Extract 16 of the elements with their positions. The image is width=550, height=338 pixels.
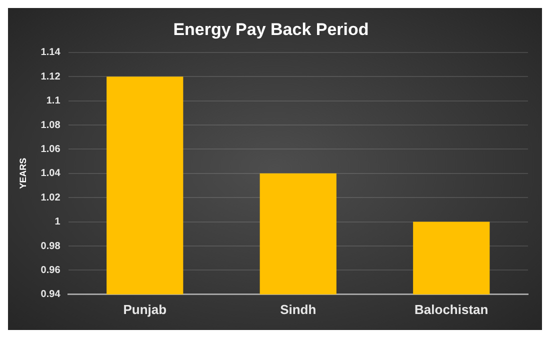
- chart-title: Energy Pay Back Period: [173, 20, 369, 39]
- x-tick-label: Punjab: [123, 302, 167, 317]
- y-tick-label: 1.04: [40, 168, 61, 180]
- x-tick-label: Sindh: [280, 302, 316, 317]
- y-tick-label: 1.08: [40, 120, 61, 131]
- y-tick-label: 1: [54, 216, 61, 228]
- y-tick-label: 1.14: [40, 47, 61, 58]
- y-tick-label: 0.94: [40, 289, 61, 300]
- y-axis-title: YEARS: [18, 158, 28, 189]
- y-tick-label: 0.98: [40, 240, 61, 252]
- x-tick-label: Balochistan: [414, 302, 488, 317]
- y-tick-label: 1.1: [46, 96, 61, 107]
- y-tick-label: 1.12: [40, 71, 61, 82]
- y-tick-label: 1.02: [40, 192, 61, 204]
- y-tick-label: 1.06: [40, 144, 61, 155]
- y-tick-label: 0.96: [40, 264, 61, 276]
